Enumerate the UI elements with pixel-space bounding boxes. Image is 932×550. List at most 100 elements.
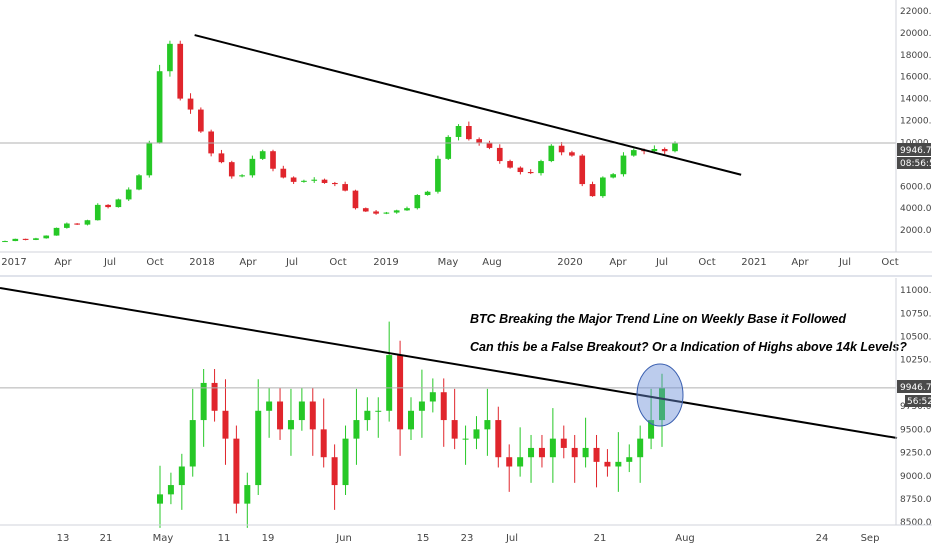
x-tick-label: 2018 [189, 257, 214, 268]
candle-body [290, 177, 297, 182]
candle-body [353, 420, 360, 439]
candle-body [626, 457, 633, 462]
x-tick-label: Jul [285, 257, 298, 268]
x-tick-label: 11 [218, 533, 231, 544]
candle-body [560, 438, 567, 448]
candle-body [352, 190, 359, 209]
candle-body [672, 142, 678, 152]
candle-body [320, 429, 327, 458]
candle-body [375, 410, 382, 412]
candle-body [593, 447, 600, 462]
candle-body [298, 401, 305, 421]
candle-body [517, 167, 524, 173]
candle-body [12, 238, 19, 242]
candle-body [648, 420, 655, 439]
x-tick-label: Jun [335, 533, 352, 544]
candle-body [462, 438, 469, 440]
candle-body [233, 438, 240, 504]
weekly-countdown-badge [897, 157, 931, 169]
x-tick-label: 2021 [741, 257, 766, 268]
candle-body [331, 457, 338, 486]
intraday-x-axis: 13 21 May 11 19 Jun 15 23 Jul 21 Aug 24 Sep [57, 533, 880, 544]
candle-body [548, 145, 555, 162]
candle-body [507, 161, 513, 168]
weekly-candles [2, 40, 678, 243]
candle-body [637, 438, 644, 458]
candle-body [549, 438, 556, 458]
y-tick-label: 10750.00 [900, 309, 932, 319]
x-tick-label: Jul [505, 533, 518, 544]
y-tick-label: 4000.00 [900, 204, 932, 214]
x-tick-label: Jul [103, 257, 116, 268]
y-tick-label: 8500.00 [900, 518, 932, 528]
candle-body [506, 457, 513, 467]
y-tick-label: 10250.00 [900, 356, 932, 366]
candle-body [270, 151, 276, 169]
candle-body [342, 438, 349, 486]
candle-body [249, 158, 256, 176]
x-tick-label: Aug [482, 257, 502, 268]
candle-body [620, 155, 627, 175]
x-tick-label: Oct [698, 257, 715, 268]
candle-body [22, 238, 29, 240]
y-tick-label: 16000.00 [900, 73, 932, 83]
candle-body [84, 220, 91, 225]
candle-body [259, 151, 266, 159]
candle-body [156, 494, 164, 504]
candle-body [418, 401, 425, 411]
candle-body [2, 241, 8, 243]
candle-body [579, 155, 586, 185]
candle-body [538, 447, 545, 458]
y-tick-label: 11000.00 [900, 286, 932, 296]
candle-body [301, 180, 307, 182]
candle-body [74, 223, 80, 225]
candle-body [407, 410, 415, 430]
x-tick-label: 2017 [1, 257, 26, 268]
candle-body [115, 199, 122, 208]
candle-body [651, 149, 658, 152]
candle-body [309, 401, 316, 430]
candle-body [53, 227, 60, 236]
x-tick-label: Sep [861, 533, 880, 544]
candle-body [658, 387, 666, 421]
candle-body [424, 191, 431, 196]
candle-body [125, 189, 132, 200]
candle-body [582, 447, 589, 458]
candle-body [604, 461, 611, 467]
x-tick-label: 2020 [557, 257, 582, 268]
intraday-candles [156, 321, 666, 528]
x-tick-label: Aug [675, 533, 695, 544]
intraday-y-axis: 8500.00 8750.00 9000.00 9250.00 9500.00 9750.… [900, 286, 932, 528]
x-tick-label: Oct [329, 257, 346, 268]
candle-body [383, 212, 390, 214]
x-tick-label: 15 [417, 533, 430, 544]
candle-body [538, 161, 544, 174]
candle-body [208, 131, 214, 154]
y-tick-label: 9000.00 [900, 472, 932, 482]
candle-body [167, 485, 174, 495]
candle-body [222, 410, 229, 439]
candle-body [527, 172, 534, 174]
x-tick-label: Oct [146, 257, 163, 268]
y-tick-label: 9750.00 [900, 402, 932, 412]
x-tick-label: May [153, 533, 174, 544]
x-tick-label: 23 [461, 533, 474, 544]
x-tick-label: Apr [54, 257, 72, 268]
x-tick-label: Jul [838, 257, 851, 268]
x-tick-label: Apr [609, 257, 627, 268]
y-tick-label: 12000.00 [900, 117, 932, 127]
candle-body [466, 126, 472, 140]
candle-body [393, 210, 400, 213]
candle-body [484, 420, 491, 430]
candle-body [435, 158, 441, 192]
candle-body [178, 466, 185, 486]
candle-body [187, 98, 194, 110]
weekly-chart-panel: 2017 Apr Jul Oct 2018 Apr Jul Oct 2019 May Aug 2020… [0, 7, 932, 268]
intraday-chart-panel: BTC Breaking the Major Trend Line on Wee… [0, 286, 932, 544]
candle-body [211, 382, 218, 411]
candle-body [451, 420, 458, 439]
y-tick-label: 10500.00 [900, 333, 932, 343]
candle-body [33, 238, 39, 240]
x-tick-label: 2019 [373, 257, 398, 268]
